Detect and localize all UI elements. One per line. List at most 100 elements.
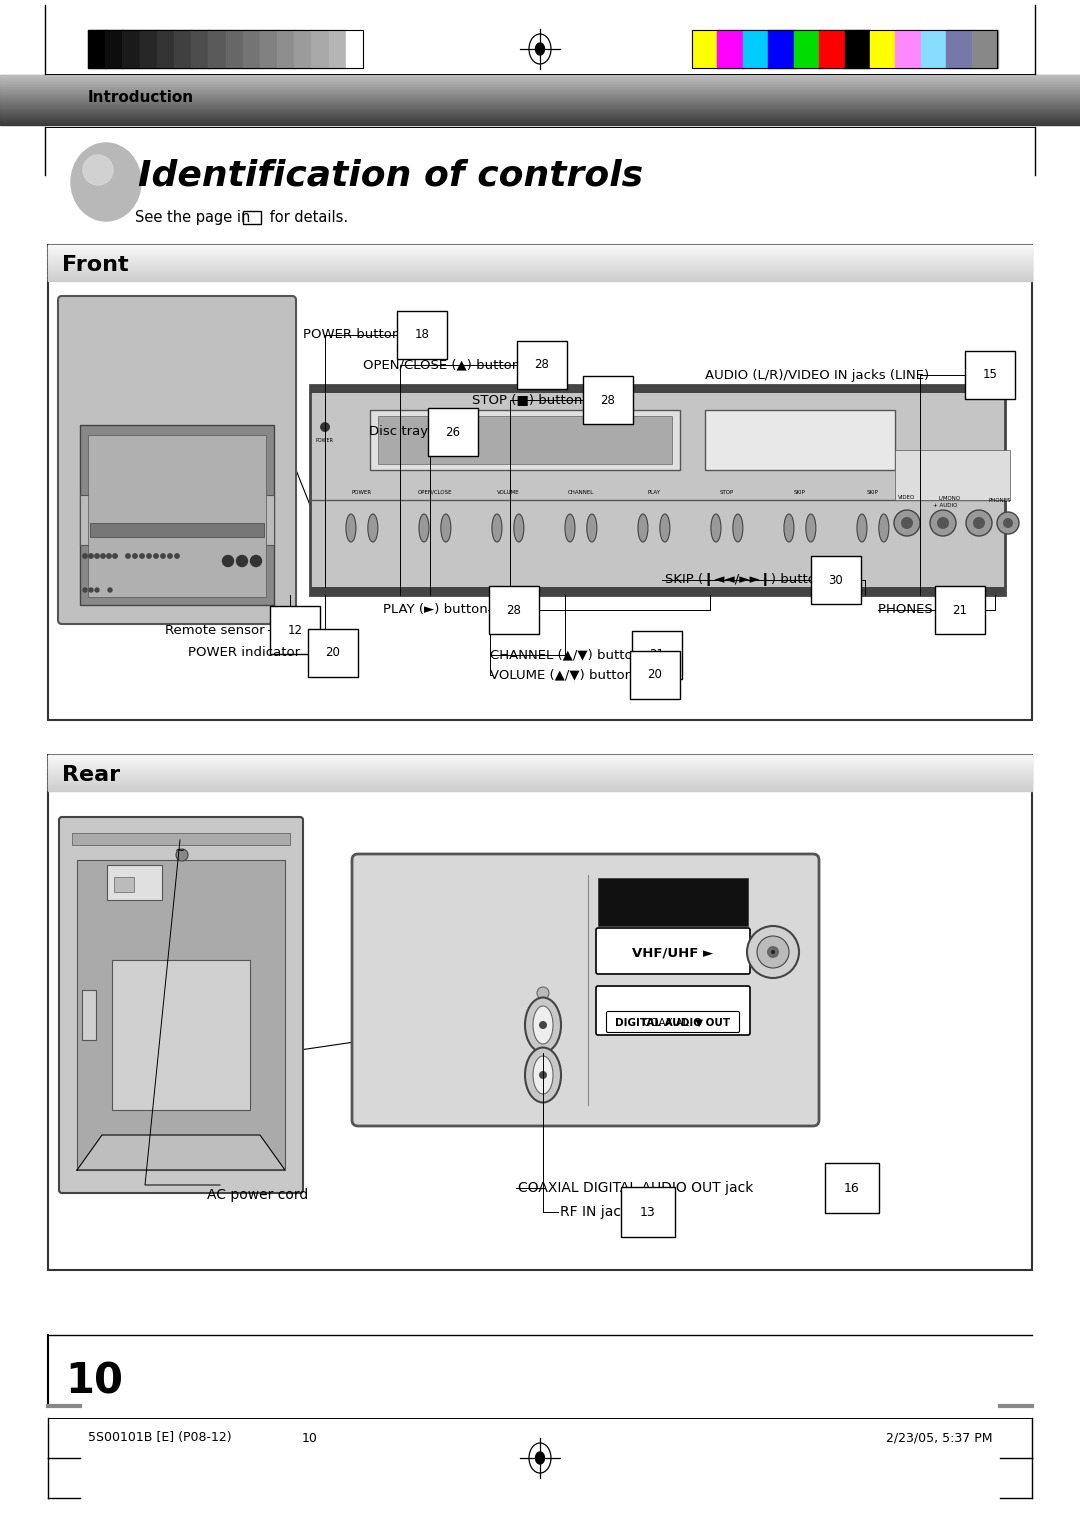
Bar <box>311 31 329 69</box>
Circle shape <box>894 510 920 536</box>
Circle shape <box>222 556 233 567</box>
Bar <box>48 244 1032 720</box>
Circle shape <box>997 512 1020 533</box>
Bar <box>139 31 158 69</box>
Bar <box>87 31 106 69</box>
Bar <box>869 31 895 69</box>
Circle shape <box>175 553 179 558</box>
Bar <box>819 31 845 69</box>
Text: POWER indicator: POWER indicator <box>188 646 300 660</box>
Ellipse shape <box>525 1048 561 1103</box>
Text: STOP (■) button: STOP (■) button <box>472 394 582 406</box>
Bar <box>743 31 769 69</box>
Text: 10: 10 <box>65 1360 123 1403</box>
Bar <box>972 31 998 69</box>
Bar <box>82 990 96 1041</box>
Text: SKIP: SKIP <box>867 490 879 495</box>
Bar <box>598 879 748 926</box>
Bar <box>90 523 264 536</box>
FancyBboxPatch shape <box>596 986 750 1034</box>
Text: AUDIO (L/R)/VIDEO IN jacks (LINE): AUDIO (L/R)/VIDEO IN jacks (LINE) <box>705 368 929 382</box>
Text: VOLUME (▲/▼) buttons: VOLUME (▲/▼) buttons <box>490 669 640 681</box>
Ellipse shape <box>514 513 524 542</box>
Text: 21: 21 <box>953 604 968 616</box>
Ellipse shape <box>586 513 597 542</box>
Ellipse shape <box>879 513 889 542</box>
Text: + AUDIO: + AUDIO <box>933 503 957 507</box>
Ellipse shape <box>346 513 356 542</box>
Circle shape <box>153 553 158 558</box>
Text: 20: 20 <box>648 669 662 681</box>
Text: VHF/UHF ►: VHF/UHF ► <box>633 946 714 960</box>
Bar <box>294 31 312 69</box>
Bar <box>226 31 243 69</box>
Text: 28: 28 <box>600 394 616 406</box>
Text: COAXIAL DIGITAL AUDIO OUT jack: COAXIAL DIGITAL AUDIO OUT jack <box>518 1181 754 1195</box>
Bar <box>87 31 363 69</box>
Circle shape <box>237 556 247 567</box>
Circle shape <box>771 950 775 953</box>
Ellipse shape <box>711 513 721 542</box>
Bar <box>191 31 208 69</box>
Text: 2/23/05, 5:37 PM: 2/23/05, 5:37 PM <box>886 1432 993 1444</box>
Circle shape <box>83 553 87 558</box>
Text: 12: 12 <box>287 623 302 637</box>
Ellipse shape <box>638 513 648 542</box>
Circle shape <box>107 553 111 558</box>
Bar <box>122 31 140 69</box>
Bar <box>768 31 794 69</box>
Circle shape <box>767 946 779 958</box>
Bar <box>845 31 870 69</box>
Circle shape <box>539 1071 546 1079</box>
Bar <box>921 31 947 69</box>
Text: STOP: STOP <box>719 490 734 495</box>
Bar <box>692 31 718 69</box>
Text: SKIP (❙◄◄/►►❙) buttons: SKIP (❙◄◄/►►❙) buttons <box>665 573 832 587</box>
Bar <box>87 435 266 597</box>
Bar <box>260 31 278 69</box>
Text: 10: 10 <box>302 1432 318 1444</box>
Circle shape <box>747 926 799 978</box>
Bar <box>794 31 820 69</box>
Text: 18: 18 <box>415 329 430 341</box>
Bar <box>895 31 921 69</box>
Bar <box>112 960 249 1109</box>
Text: CHANNEL (▲/▼) buttons: CHANNEL (▲/▼) buttons <box>490 648 648 662</box>
Bar <box>310 385 1005 393</box>
Ellipse shape <box>565 513 575 542</box>
Text: CHANNEL: CHANNEL <box>568 490 594 495</box>
Circle shape <box>321 423 329 431</box>
Ellipse shape <box>83 154 113 185</box>
Bar <box>278 31 295 69</box>
Bar <box>48 755 1032 1270</box>
Text: 26: 26 <box>446 425 460 439</box>
Ellipse shape <box>536 43 544 55</box>
Bar <box>946 31 972 69</box>
Text: Introduction: Introduction <box>87 90 194 105</box>
Circle shape <box>1003 518 1013 529</box>
Bar <box>378 416 672 465</box>
Circle shape <box>89 553 93 558</box>
Text: ~: ~ <box>175 843 186 857</box>
Text: 21: 21 <box>649 648 664 662</box>
Ellipse shape <box>441 513 450 542</box>
Bar <box>370 410 680 471</box>
Bar <box>705 410 895 471</box>
FancyBboxPatch shape <box>59 817 303 1193</box>
Circle shape <box>139 553 145 558</box>
Circle shape <box>901 516 913 529</box>
Ellipse shape <box>492 513 502 542</box>
Ellipse shape <box>806 513 815 542</box>
Bar <box>310 587 1005 594</box>
Text: VIDEO: VIDEO <box>899 495 916 500</box>
Bar <box>208 31 226 69</box>
Circle shape <box>95 553 99 558</box>
Ellipse shape <box>71 144 141 222</box>
Text: 13: 13 <box>640 1206 656 1218</box>
Circle shape <box>125 553 131 558</box>
Text: 28: 28 <box>507 604 522 616</box>
Circle shape <box>167 553 172 558</box>
Bar <box>77 860 285 1170</box>
Text: Front: Front <box>62 255 129 275</box>
Ellipse shape <box>534 1056 553 1094</box>
